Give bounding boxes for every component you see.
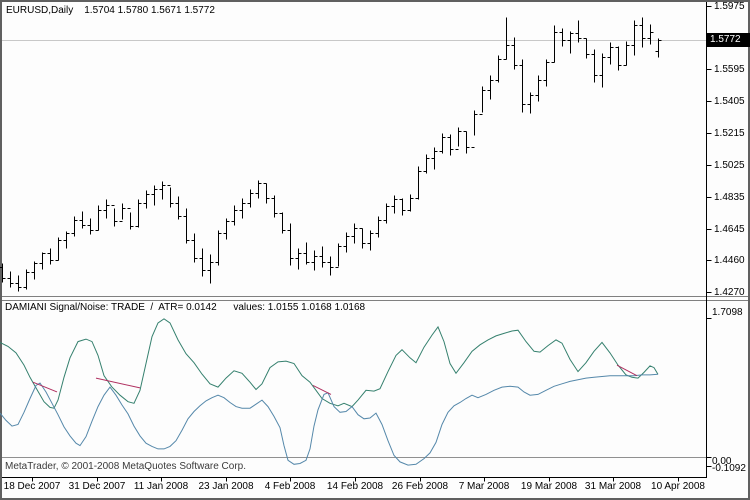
time-axis-label: 11 Jan 2008 <box>133 481 189 492</box>
ohlc-bars <box>0 17 662 292</box>
price-scale-label: 1.4460 <box>714 255 745 266</box>
trade-signal-segment <box>616 364 638 377</box>
noise-line <box>0 373 659 466</box>
price-scale-label: 1.5025 <box>714 160 745 171</box>
trade-signal-segment <box>95 377 141 389</box>
trade-signal-segment <box>312 385 332 395</box>
ohlc-quote-label: 1.5704 1.5780 1.5671 1.5772 <box>84 5 215 16</box>
time-axis-label: 26 Feb 2008 <box>391 481 449 492</box>
price-scale-label: 1.5975 <box>714 1 745 12</box>
price-scale-label: 1.4645 <box>714 224 745 235</box>
time-axis-label: 4 Feb 2008 <box>264 481 316 492</box>
indicator-title: DAMIANI Signal/Noise: TRADE / ATR= 0.014… <box>5 302 366 313</box>
time-axis-label: 18 Dec 2007 <box>3 481 61 492</box>
price-scale-label: 1.5215 <box>714 128 745 139</box>
indicator-scale-label: 0.00 <box>712 456 732 467</box>
chart-title: EURUSD,Daily 1.5704 1.5780 1.5671 1.5772 <box>6 5 215 16</box>
indicator-scale-label: 1.7098 <box>712 307 743 318</box>
panel-splitter[interactable] <box>0 295 750 302</box>
time-axis-label: 7 Mar 2008 <box>458 481 510 492</box>
indicator-scale-label: -0.1092 <box>712 463 746 474</box>
time-axis-label: 14 Feb 2008 <box>326 481 384 492</box>
copyright-text: MetaTrader, © 2001-2008 MetaQuotes Softw… <box>5 461 247 472</box>
symbol-period-label: EURUSD,Daily <box>6 5 74 16</box>
time-axis-label: 10 Apr 2008 <box>651 481 705 492</box>
signal-line <box>0 318 659 409</box>
time-axis-label: 19 Mar 2008 <box>520 481 578 492</box>
trade-signal-segment <box>32 381 58 393</box>
current-price-box: 1.5772 <box>707 33 750 47</box>
price-scale-label: 1.4835 <box>714 192 745 203</box>
price-scale-label: 1.4270 <box>714 287 745 298</box>
current-price-value: 1.5772 <box>710 34 741 45</box>
time-axis-label: 31 Mar 2008 <box>584 481 642 492</box>
time-axis-label: 23 Jan 2008 <box>198 481 254 492</box>
price-scale-label: 1.5405 <box>714 96 745 107</box>
price-scale-label: 1.5595 <box>714 64 745 75</box>
time-axis-label: 31 Dec 2007 <box>68 481 126 492</box>
